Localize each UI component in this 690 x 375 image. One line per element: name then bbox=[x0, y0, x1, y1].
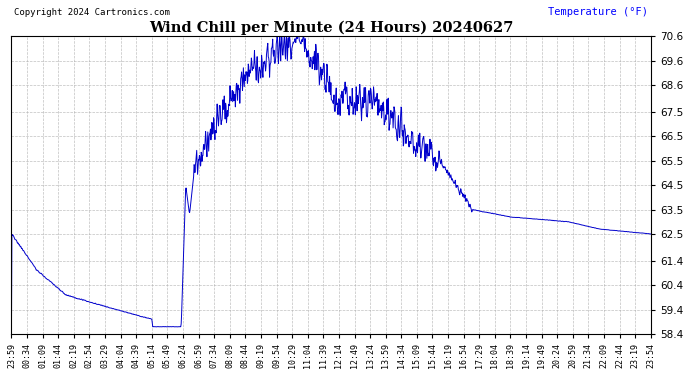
Text: Temperature (°F): Temperature (°F) bbox=[548, 7, 648, 17]
Title: Wind Chill per Minute (24 Hours) 20240627: Wind Chill per Minute (24 Hours) 2024062… bbox=[149, 21, 513, 35]
Text: Copyright 2024 Cartronics.com: Copyright 2024 Cartronics.com bbox=[14, 8, 170, 17]
